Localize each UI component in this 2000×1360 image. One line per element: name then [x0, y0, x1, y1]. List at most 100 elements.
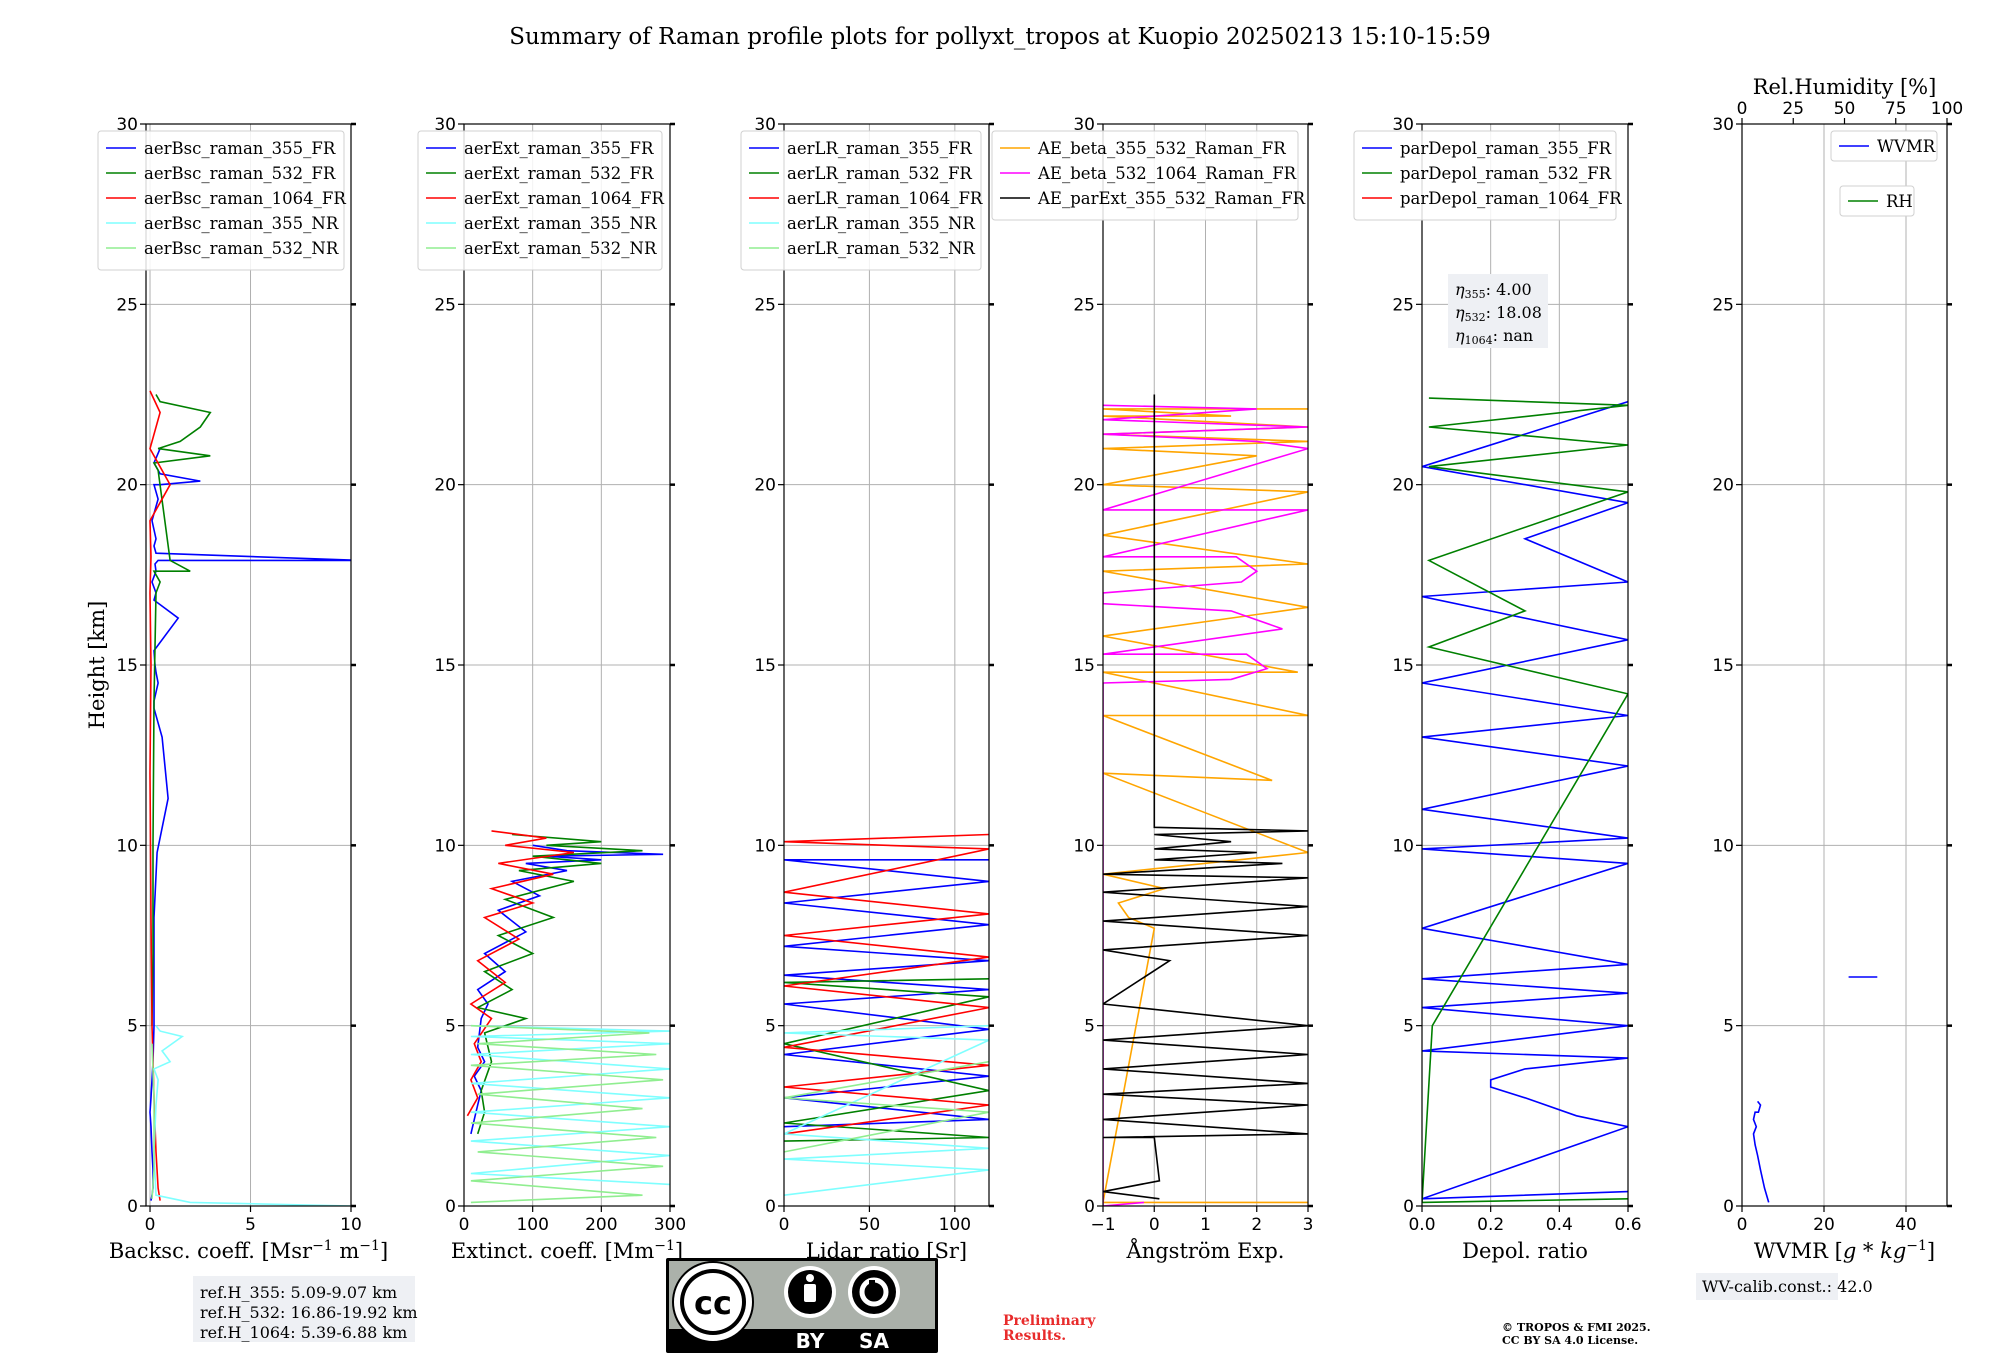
wv-calib-text: WV-calib.const.: 42.0	[1702, 1277, 1873, 1296]
ytick-label: 25	[1392, 295, 1414, 315]
copyright-line-2: CC BY SA 4.0 License.	[1502, 1334, 1638, 1347]
legend-label: aerExt_raman_532_FR	[464, 164, 654, 183]
legend: AE_beta_355_532_Raman_FR AE_beta_532_1064…	[991, 130, 1306, 221]
yaxis-label: Height [km]	[85, 601, 109, 730]
legend-box	[1353, 130, 1617, 221]
xtick-label: −1	[1090, 1215, 1115, 1235]
ytick-label: 25	[754, 295, 776, 315]
xtick-label: 0.4	[1546, 1215, 1573, 1235]
ytick-label: 5	[445, 1017, 456, 1037]
series-line-aerLR_raman_1064_FR	[784, 833, 989, 1135]
xtick-label: 1	[1200, 1215, 1211, 1235]
series-line-aerLR_raman_532_NR	[784, 1060, 989, 1153]
legend-box	[740, 130, 982, 271]
copyright-line-1: © TROPOS & FMI 2025.	[1502, 1321, 1651, 1334]
series-group	[1103, 394, 1308, 1206]
legend-wvmr: WVMR	[1830, 130, 1938, 162]
ytick-label: 5	[765, 1017, 776, 1037]
legend-label: aerBsc_raman_355_FR	[144, 139, 336, 158]
cc-by-sa-icon: cc BY SA	[666, 1258, 938, 1353]
xtick-label: 100	[939, 1215, 971, 1235]
ytick-label: 10	[1712, 836, 1734, 856]
figure-title: Summary of Raman profile plots for polly…	[509, 24, 1491, 50]
legend: aerLR_raman_355_FR aerLR_raman_532_FR aerL…	[740, 130, 983, 271]
ytick-label: 0	[127, 1197, 138, 1217]
eta-1064: η1064: nan	[1455, 326, 1533, 347]
xtick-label: 0	[1737, 1215, 1748, 1235]
ytick-label: 20	[434, 476, 456, 496]
ytick-label: 25	[434, 295, 456, 315]
ytick-label: 30	[116, 115, 138, 135]
legend-box	[97, 130, 345, 271]
legend: aerExt_raman_355_FR aerExt_raman_532_FRae…	[417, 130, 664, 271]
ytick-label: 0	[1084, 1197, 1095, 1217]
legend-box	[991, 130, 1299, 221]
ytick-label: 10	[116, 836, 138, 856]
ytick-label: 10	[434, 836, 456, 856]
xtick-label: 20	[1813, 1215, 1835, 1235]
legend-label: aerLR_raman_532_NR	[787, 239, 975, 258]
ytick-label: 15	[1712, 656, 1734, 676]
legend-box	[1830, 130, 1938, 162]
xtick-label: 200	[585, 1215, 617, 1235]
legend-label: aerExt_raman_355_NR	[464, 214, 657, 233]
ytick-label: 15	[116, 656, 138, 676]
ytick-label: 25	[116, 295, 138, 315]
series-line-AE_parExt_355_532_Raman_FR	[1103, 394, 1308, 1200]
xaxis-label: WVMR [g * kg−1]	[1754, 1238, 1935, 1263]
xtick-label: 0	[779, 1215, 790, 1235]
ytick-label: 25	[1712, 295, 1734, 315]
panel-depol: 0 5 10 15 20 25 30 0.0 0.2 0.4 0.6 Depol. ratio parD…	[1353, 115, 1642, 1263]
ytick-label: 15	[1073, 656, 1095, 676]
series-line-aerBsc_raman_532_NR	[151, 1043, 155, 1199]
cc-by-label: BY	[796, 1329, 825, 1353]
series-line-aerExt_raman_532_FR	[475, 833, 643, 1135]
legend-label: aerBsc_raman_532_FR	[144, 164, 336, 183]
series-group	[466, 830, 670, 1204]
xaxis-label: Depol. ratio	[1462, 1239, 1588, 1263]
ref-height-532: ref.H_532: 16.86-19.92 km	[200, 1303, 418, 1322]
legend-label: aerBsc_raman_355_NR	[144, 214, 339, 233]
series-line-aerExt_raman_355_NR	[470, 1024, 670, 1186]
ytick-label: 25	[1073, 295, 1095, 315]
ytick-label: 15	[1392, 656, 1414, 676]
eta-box: η355: 4.00 η532: 18.08 η1064: nan	[1448, 274, 1548, 348]
series-line-aerExt_raman_532_NR	[470, 1024, 664, 1204]
ytick-label: 20	[1392, 476, 1414, 496]
series-group	[784, 833, 989, 1196]
ytick-label: 30	[1392, 115, 1414, 135]
series-line-WVMR	[1752, 1100, 1770, 1203]
top-xtick-label: 25	[1782, 99, 1804, 119]
legend: parDepol_raman_355_FR parDepol_raman_532_…	[1353, 130, 1622, 221]
ytick-label: 5	[1723, 1017, 1734, 1037]
xtick-label: 3	[1303, 1215, 1314, 1235]
wv-calib-box: WV-calib.const.: 42.0	[1696, 1273, 1873, 1300]
ytick-label: 20	[1712, 476, 1734, 496]
eta-355: η355: 4.00	[1455, 280, 1532, 301]
xtick-label: 50	[859, 1215, 881, 1235]
legend-label: aerExt_raman_1064_FR	[464, 189, 664, 208]
series-line-aerLR_raman_532_FR	[784, 978, 989, 1142]
xaxis-label: Extinct. coeff. [Mm−1]	[451, 1238, 683, 1263]
ytick-label: 10	[754, 836, 776, 856]
preliminary-line-1: Preliminary	[1003, 1313, 1096, 1329]
series-line-aerLR_raman_355_NR	[784, 1024, 989, 1196]
ytick-label: 30	[754, 115, 776, 135]
xtick-label: 10	[340, 1215, 362, 1235]
xtick-label: 100	[516, 1215, 548, 1235]
legend-label: parDepol_raman_1064_FR	[1400, 189, 1622, 208]
legend-label: AE_beta_532_1064_Raman_FR	[1037, 164, 1297, 183]
series-group	[149, 390, 351, 1206]
legend-box	[417, 130, 663, 271]
top-xtick-label: 100	[1931, 99, 1963, 119]
series-line-parDepol_raman_355_FR	[1422, 400, 1628, 1200]
legend-label: aerLR_raman_1064_FR	[787, 189, 983, 208]
ref-height-1064: ref.H_1064: 5.39-6.88 km	[200, 1323, 407, 1342]
ytick-label: 20	[1073, 476, 1095, 496]
ytick-label: 10	[1073, 836, 1095, 856]
top-xtick-label: 75	[1885, 99, 1907, 119]
ref-height-355: ref.H_355: 5.09-9.07 km	[200, 1283, 397, 1302]
legend: aerBsc_raman_355_FR aerBsc_raman_532_FRae…	[97, 130, 346, 271]
